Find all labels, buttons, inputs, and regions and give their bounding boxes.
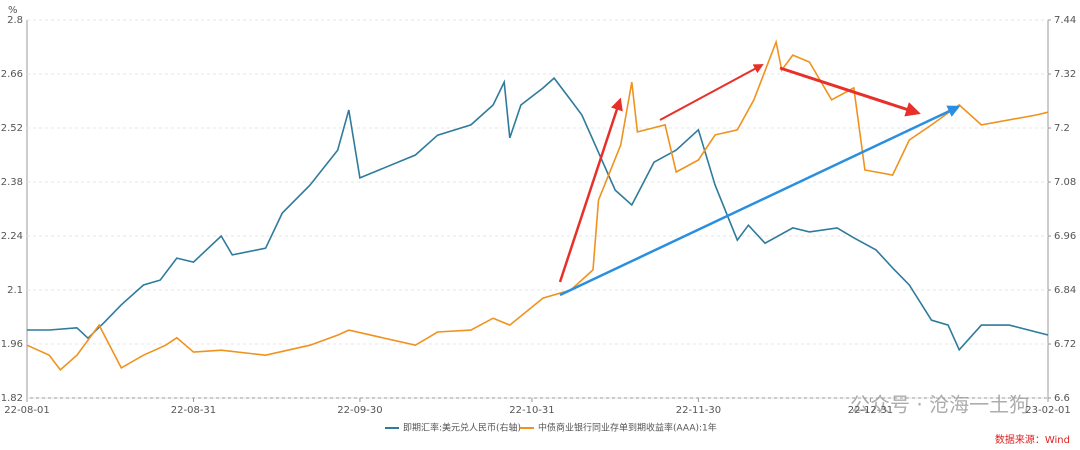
y2-tick-label: 6.84 — [1054, 285, 1076, 296]
y2-tick-label: 7.44 — [1054, 15, 1076, 26]
y-tick-label: 1.82 — [1, 393, 23, 404]
y-tick-label: 2.8 — [7, 15, 23, 26]
y2-tick-label: 7.32 — [1054, 69, 1076, 80]
arrow — [659, 64, 764, 121]
x-tick-label: 22-09-30 — [337, 405, 382, 416]
y-tick-label: 2.38 — [1, 177, 23, 188]
legend-label: 中债商业银行同业存单到期收益率(AAA):1年 — [538, 422, 717, 434]
y2-tick-label: 6.72 — [1054, 339, 1076, 350]
arrow — [559, 105, 961, 297]
x-tick-label: 22-11-30 — [676, 405, 721, 416]
grid — [26, 19, 1051, 402]
annotation-arrows — [558, 64, 961, 297]
watermark: 公众号 · 沧海一土狗 — [850, 393, 1029, 417]
x-tick-label: 22-08-31 — [171, 405, 216, 416]
y-tick-label: 2.66 — [1, 69, 23, 80]
y-tick-label: 1.96 — [1, 339, 23, 350]
y-tick-label: 2.24 — [1, 231, 23, 242]
x-tick-label: 22-08-01 — [4, 405, 49, 416]
source: 数据来源：Wind — [995, 433, 1070, 446]
y2-tick-label: 7.08 — [1054, 177, 1076, 188]
arrow — [779, 66, 921, 117]
y-tick-label: 2.1 — [7, 285, 23, 296]
y2-tick-label: 6.6 — [1054, 393, 1070, 404]
legend-label: 即期汇率:美元兑人民币(右轴) — [403, 422, 521, 434]
x-tick-label: 22-12-31 — [848, 405, 893, 416]
y-unit: % — [8, 5, 18, 16]
y-tick-label: 2.52 — [1, 123, 23, 134]
lines — [26, 39, 1049, 371]
y2-tick-label: 6.96 — [1054, 231, 1076, 242]
arrow — [558, 97, 623, 283]
series-line — [26, 39, 1049, 371]
x-tick-label: 23-02-01 — [1025, 405, 1070, 416]
y2-tick-label: 7.2 — [1054, 123, 1070, 134]
series-line — [27, 76, 1049, 352]
x-tick-label: 22-10-31 — [509, 405, 554, 416]
